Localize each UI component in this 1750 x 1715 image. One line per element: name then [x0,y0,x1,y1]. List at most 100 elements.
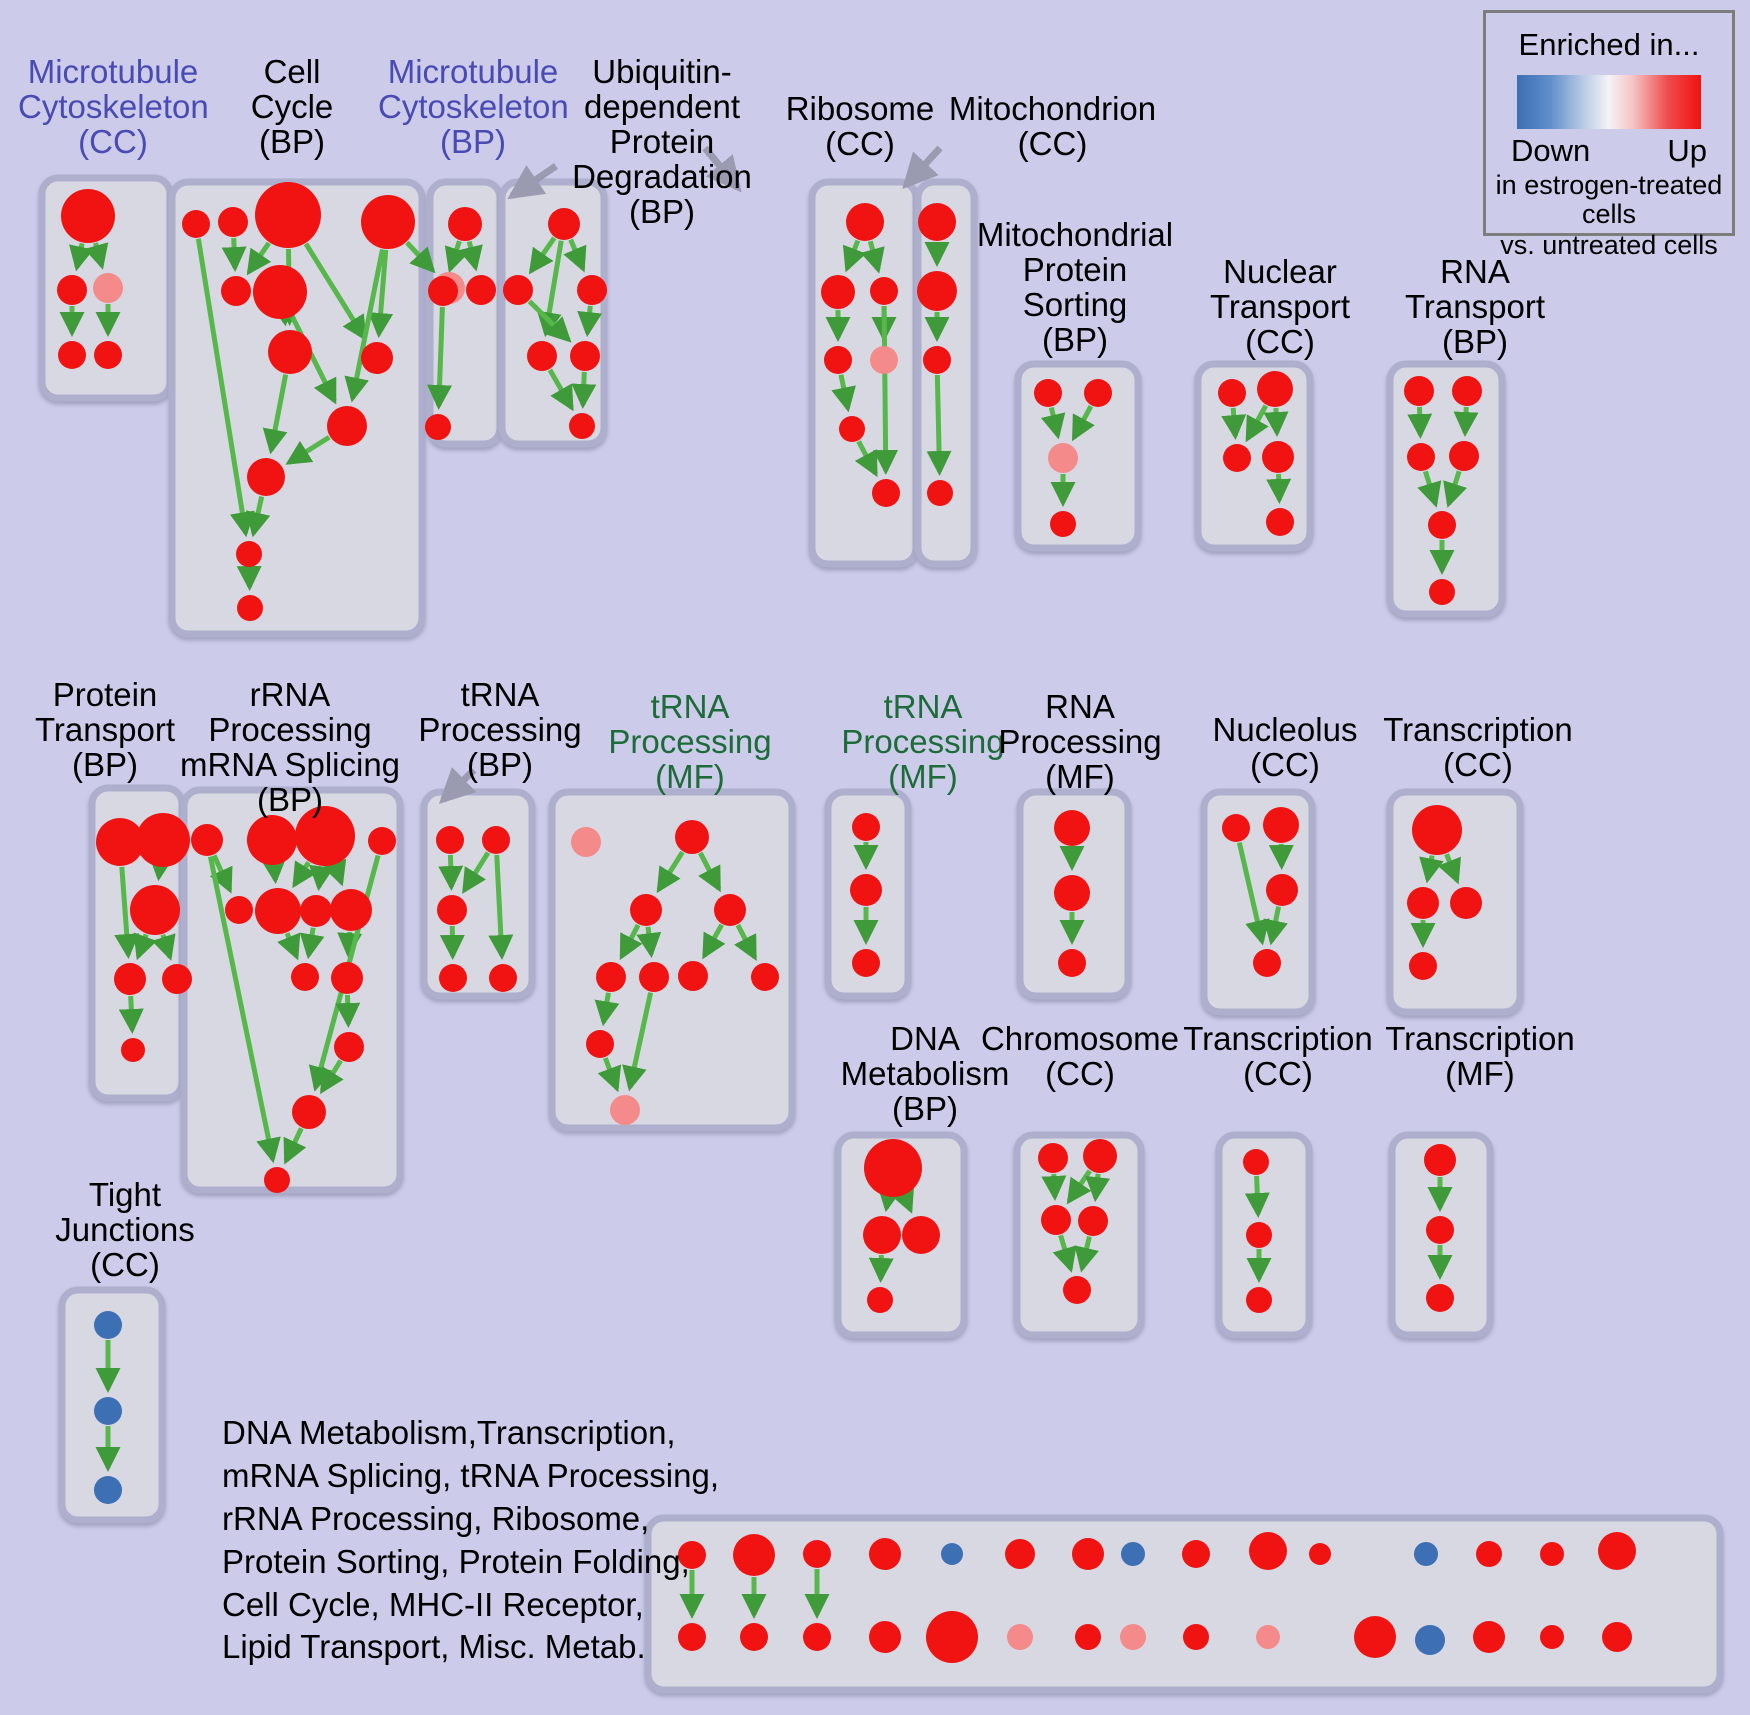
node[interactable] [850,874,882,906]
node[interactable] [1450,887,1482,919]
node[interactable] [1121,1542,1145,1566]
node[interactable] [121,1038,145,1062]
node[interactable] [1257,371,1293,407]
node[interactable] [264,1167,290,1193]
node[interactable] [1414,1542,1438,1566]
node[interactable] [1409,952,1437,980]
node[interactable] [114,963,146,995]
node[interactable] [821,275,855,309]
node[interactable] [639,962,669,992]
node[interactable] [678,961,708,991]
node[interactable] [247,815,297,865]
node[interactable] [675,820,709,854]
node[interactable] [247,458,285,496]
node[interactable] [1058,949,1086,977]
node[interactable] [94,1397,122,1425]
node[interactable] [1063,1276,1091,1304]
node[interactable] [869,1538,901,1570]
node[interactable] [136,813,190,867]
node[interactable] [1262,441,1294,473]
node[interactable] [577,275,607,305]
node[interactable] [678,1623,706,1651]
node[interactable] [327,406,367,446]
node[interactable] [236,541,262,567]
node[interactable] [596,962,626,992]
node[interactable] [428,276,458,306]
node[interactable] [548,208,580,240]
node[interactable] [610,1095,640,1125]
node[interactable] [1038,1143,1068,1173]
node[interactable] [870,346,898,374]
node[interactable] [1222,814,1250,842]
node[interactable] [361,195,415,249]
node[interactable] [902,1216,940,1254]
node[interactable] [1428,511,1456,539]
node[interactable] [1083,1139,1117,1173]
node[interactable] [334,1032,364,1062]
node[interactable] [927,480,953,506]
node[interactable] [1407,443,1435,471]
node[interactable] [291,963,319,991]
node[interactable] [1078,1206,1108,1236]
node[interactable] [331,962,363,994]
node[interactable] [93,273,123,303]
node[interactable] [867,1287,893,1313]
node[interactable] [1243,1149,1269,1175]
node[interactable] [569,413,595,439]
node[interactable] [436,826,464,854]
node[interactable] [1041,1205,1071,1235]
node[interactable] [527,341,557,371]
node[interactable] [300,895,332,927]
node[interactable] [295,806,355,866]
node[interactable] [425,414,451,440]
node[interactable] [489,964,517,992]
node[interactable] [61,189,115,243]
node[interactable] [94,1476,122,1504]
node[interactable] [94,341,122,369]
node[interactable] [1246,1287,1272,1313]
node[interactable] [1075,1624,1101,1650]
node[interactable] [1540,1625,1564,1649]
node[interactable] [1426,1216,1454,1244]
node[interactable] [918,203,956,241]
node[interactable] [292,1095,326,1129]
node[interactable] [96,818,144,866]
node[interactable] [255,888,301,934]
node[interactable] [268,330,312,374]
node[interactable] [863,1216,901,1254]
node[interactable] [1415,1625,1445,1655]
node[interactable] [94,1311,122,1339]
node[interactable] [714,894,746,926]
node[interactable] [1054,875,1090,911]
node[interactable] [917,271,957,311]
node[interactable] [1598,1532,1636,1570]
node[interactable] [1266,874,1298,906]
node[interactable] [1266,508,1294,536]
node[interactable] [870,277,898,305]
node[interactable] [58,341,86,369]
node[interactable] [1540,1542,1564,1566]
node[interactable] [1182,1540,1210,1568]
node[interactable] [237,595,263,621]
node[interactable] [1249,1532,1287,1570]
node[interactable] [330,889,372,931]
node[interactable] [864,1139,922,1197]
node[interactable] [1407,887,1439,919]
node[interactable] [368,827,396,855]
node[interactable] [803,1540,831,1568]
node[interactable] [733,1534,775,1576]
node[interactable] [570,341,600,371]
node[interactable] [852,949,880,977]
node[interactable] [740,1623,768,1651]
node[interactable] [1354,1616,1396,1658]
node[interactable] [872,479,900,507]
node[interactable] [1602,1622,1632,1652]
node[interactable] [1429,579,1455,605]
node[interactable] [1120,1624,1146,1650]
node[interactable] [630,894,662,926]
node[interactable] [1054,810,1090,846]
node[interactable] [448,207,482,241]
node[interactable] [130,885,180,935]
node[interactable] [1452,376,1482,406]
node[interactable] [1476,1541,1502,1567]
